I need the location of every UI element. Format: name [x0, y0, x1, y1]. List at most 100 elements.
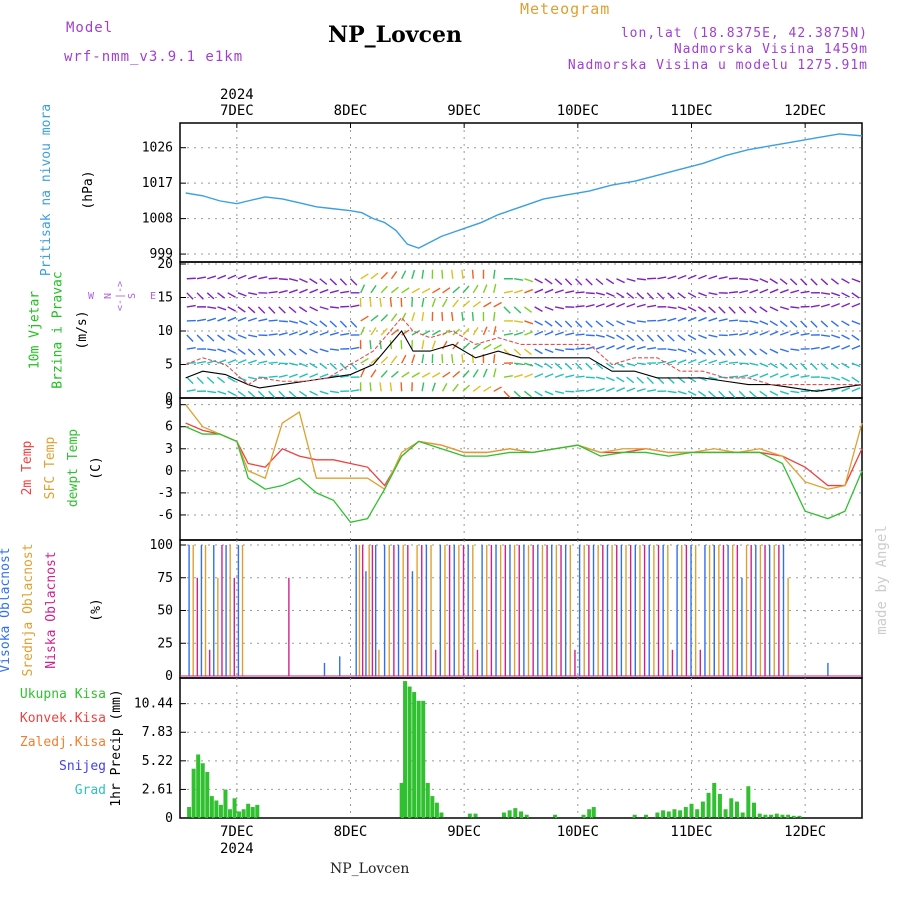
wind-barb [769, 373, 779, 378]
wind-barb [820, 320, 829, 328]
wind-barb [739, 320, 749, 323]
precip-bar [513, 808, 518, 818]
wind-barb [544, 373, 554, 378]
wind-barb [237, 376, 247, 382]
wind-barb [329, 306, 340, 309]
wind-barb [544, 362, 553, 369]
wind-barb [595, 278, 604, 286]
wind-barb [534, 348, 543, 355]
wind-barb [237, 316, 247, 322]
wind-barb [616, 387, 626, 392]
wind-barb [830, 362, 839, 370]
precip-bar [632, 814, 637, 818]
wind-barb [472, 369, 479, 378]
axis-label-temp-ylabel-0: 2m Temp [20, 440, 35, 495]
wind-barb [657, 276, 667, 280]
wind-barb [759, 362, 769, 368]
wind-barb [278, 374, 288, 378]
wind-barb [749, 278, 759, 282]
wind-barb [493, 301, 502, 308]
wind-barb [411, 269, 416, 279]
cloud-ylabel: Visoka Oblacnost Srednja Oblacnost Niska O… [0, 543, 59, 676]
wind-barb [523, 390, 532, 398]
precip-bar [232, 798, 237, 818]
wind-barb [237, 334, 247, 339]
wind-barb [534, 306, 543, 312]
wind-barb [207, 306, 217, 310]
wind-barb [206, 334, 215, 342]
precip-legend: Ukupna Kisa Konvek.Kisa Zaledj.Kisa Snijeg G… [20, 687, 106, 798]
wind-barb [298, 348, 308, 355]
wind-barb [360, 284, 366, 294]
wind-barb [820, 362, 829, 370]
wind-barb [779, 278, 788, 285]
wind-barb [248, 292, 258, 296]
wind-barb [462, 342, 471, 350]
wind-barb [769, 278, 778, 285]
wind-barb [769, 288, 779, 294]
wind-barb [524, 373, 534, 378]
wind-barb [534, 390, 543, 397]
wind-barb [605, 320, 615, 327]
wind-barb [831, 292, 841, 297]
y-tick-label: 1017 [142, 176, 173, 191]
wind-barb [595, 292, 605, 296]
wind-barb [369, 340, 372, 350]
precip-bar [434, 802, 439, 818]
precip-bar [769, 814, 774, 818]
x-tick-label-top: 11DEC [670, 103, 712, 119]
wind-barb [227, 359, 237, 364]
wind-barb [257, 390, 266, 399]
wind-barb [687, 390, 697, 396]
wind-barb [462, 285, 470, 294]
wind-barb [585, 376, 595, 379]
wind-barb [616, 334, 625, 341]
wind-barb [779, 362, 788, 370]
wind-barb [667, 306, 677, 309]
wind-barb [554, 289, 564, 294]
wind-barb [339, 278, 348, 286]
x-tick-label-bottom: 7DEC [220, 824, 254, 840]
wind-barb [565, 390, 575, 393]
wind-barb [380, 314, 389, 322]
wind-barb [605, 292, 615, 298]
wind-barb [779, 348, 789, 353]
wind-barb [493, 283, 497, 293]
wind-barb [513, 374, 524, 378]
wind-barb [851, 376, 860, 383]
wind-barb [575, 389, 585, 392]
wind-barb [697, 390, 707, 397]
y-tick-label: 75 [157, 571, 173, 586]
wind-barb [564, 278, 573, 286]
wind-barb [462, 384, 471, 392]
wind-barb [810, 304, 820, 308]
wind-barb [749, 373, 759, 378]
wind-barb [196, 318, 207, 322]
wind-barb [626, 376, 635, 384]
wind-barb [278, 390, 286, 399]
wind-barb [718, 318, 728, 322]
wind-barb [472, 385, 481, 392]
wind-barb [370, 284, 377, 294]
wind-barb [820, 278, 829, 286]
wind-barb [268, 333, 278, 336]
wind-barb [841, 278, 850, 284]
wind-barb [851, 278, 861, 283]
wind-barb [268, 361, 278, 364]
precip-bar [655, 812, 660, 818]
wind-barb [841, 292, 850, 298]
precip-bar [587, 809, 592, 818]
wind-barb [258, 276, 268, 280]
wind-barb [461, 311, 464, 322]
y-tick-label: 0 [165, 391, 173, 406]
wind-barb [626, 362, 636, 367]
wind-barb [299, 320, 308, 326]
precip-bar [666, 811, 671, 818]
wind-barb [472, 301, 481, 308]
wind-barb [247, 390, 256, 398]
wind-barb [677, 274, 687, 280]
panel-frame [179, 122, 863, 263]
wind-barb [790, 306, 800, 309]
wind-barb [227, 334, 236, 341]
